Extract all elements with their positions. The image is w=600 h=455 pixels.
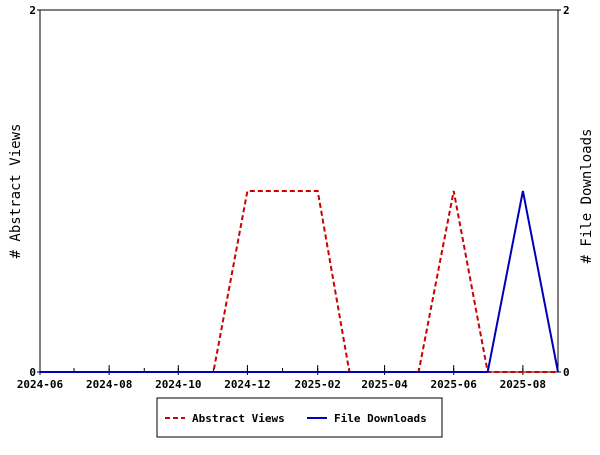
x-tick-label: 2025-06 <box>431 378 478 391</box>
series-line-abstract-views <box>40 190 558 373</box>
x-tick-label: 2025-02 <box>295 378 341 391</box>
x-tick-label: 2025-04 <box>361 378 408 391</box>
x-tick-label: 2025-08 <box>500 378 546 391</box>
legend-label-abstract-views: Abstract Views <box>192 412 285 425</box>
x-tick-label: 2024-10 <box>155 378 201 391</box>
x-tick-label: 2024-06 <box>17 378 64 391</box>
y-tick-label-left: 0 <box>29 366 36 379</box>
y-tick-label-right: 2 <box>563 4 570 17</box>
legend-label-file-downloads: File Downloads <box>334 412 427 425</box>
y-tick-label-right: 0 <box>563 366 570 379</box>
y-axis-label-left: # Abstract Views <box>8 124 24 259</box>
legend: Abstract Views File Downloads <box>156 397 443 438</box>
x-tick-label: 2024-08 <box>86 378 132 391</box>
x-tick-label: 2024-12 <box>224 378 270 391</box>
series-line-file-downloads <box>40 190 559 373</box>
y-tick-label-left: 2 <box>29 4 36 17</box>
y-axis-label-right: # File Downloads <box>579 129 595 264</box>
